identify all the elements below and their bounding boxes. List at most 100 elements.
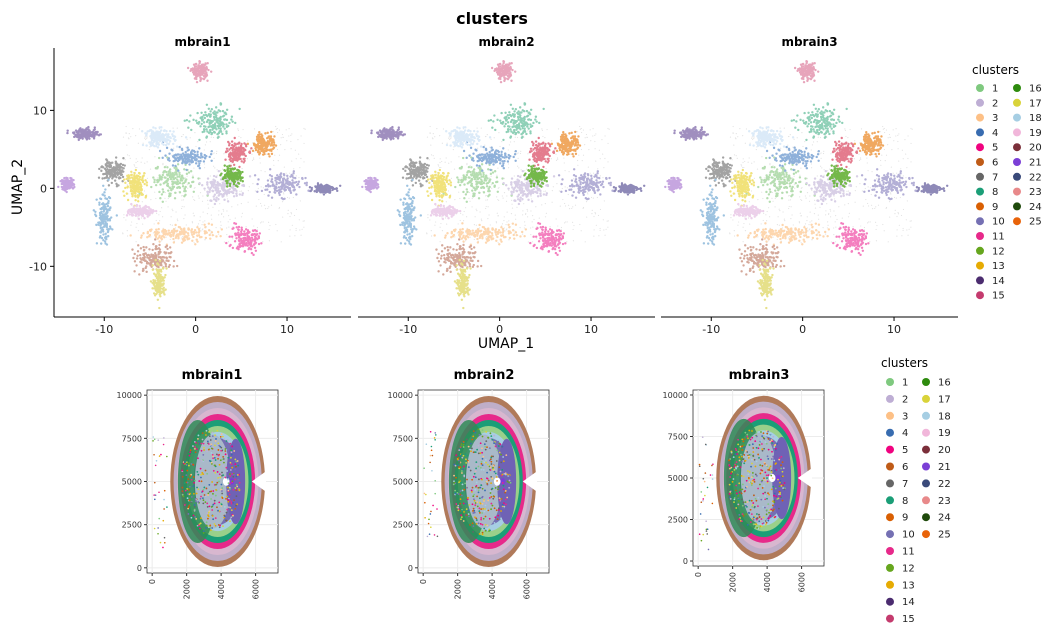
umap-point: [217, 109, 220, 112]
background-point: [582, 129, 585, 131]
umap-point: [280, 187, 283, 191]
umap-point: [222, 123, 226, 126]
umap-point: [160, 237, 164, 241]
umap-point: [89, 134, 93, 137]
umap-point: [159, 256, 162, 259]
background-point: [560, 228, 562, 231]
x-tick-label: 0: [192, 323, 199, 336]
umap-point: [446, 232, 449, 235]
umap-point: [233, 222, 236, 225]
umap-point: [210, 223, 214, 226]
umap-point: [143, 182, 146, 186]
umap-point: [220, 228, 224, 231]
background-point: [122, 232, 124, 234]
umap-point: [288, 183, 291, 186]
umap-point: [212, 174, 216, 178]
background-point: [542, 135, 544, 138]
background-point: [469, 200, 471, 202]
background-point: [143, 190, 146, 192]
background-point: [497, 167, 499, 169]
umap-point: [222, 125, 225, 128]
background-point: [269, 178, 271, 180]
umap-point: [266, 179, 270, 182]
umap-point: [516, 186, 519, 189]
umap-point: [202, 114, 206, 117]
umap-point: [479, 234, 482, 238]
umap-point: [179, 232, 183, 236]
umap-point: [215, 120, 218, 123]
umap-point: [100, 226, 104, 229]
umap-point: [162, 276, 165, 279]
umap-point: [255, 138, 259, 141]
background-point: [221, 168, 224, 170]
background-point: [489, 146, 491, 148]
background-point: [546, 128, 548, 131]
umap-point: [459, 228, 462, 231]
umap-point: [197, 164, 200, 167]
background-point: [262, 221, 264, 223]
umap-point: [155, 283, 158, 287]
umap-point: [241, 245, 245, 248]
umap-point: [193, 153, 196, 156]
umap-point: [225, 108, 229, 111]
umap-point: [242, 161, 245, 164]
umap-point: [461, 227, 464, 231]
umap-point: [241, 192, 245, 195]
background-point: [544, 202, 546, 205]
umap-point: [241, 240, 244, 243]
umap-point: [143, 172, 146, 175]
background-point: [562, 198, 564, 201]
umap-point: [157, 222, 160, 225]
background-point: [524, 221, 526, 223]
umap-point: [196, 74, 199, 77]
background-point: [503, 192, 506, 194]
umap-point: [192, 149, 196, 153]
background-point: [247, 190, 249, 192]
umap-point: [170, 250, 173, 254]
background-point: [607, 127, 609, 130]
umap-point: [190, 150, 193, 153]
umap-point: [539, 192, 542, 195]
umap-point: [266, 148, 269, 152]
umap-point: [267, 152, 270, 156]
background-point: [282, 192, 285, 194]
umap-point: [309, 189, 312, 193]
background-point: [456, 232, 459, 234]
umap-point: [298, 185, 301, 189]
umap-point: [516, 198, 520, 201]
umap-point: [195, 119, 198, 122]
background-point: [227, 241, 230, 243]
background-point: [275, 128, 277, 130]
background-point: [555, 159, 558, 161]
umap-point: [152, 176, 155, 179]
umap-point: [222, 194, 225, 198]
background-point: [447, 190, 450, 192]
umap-point: [166, 166, 169, 169]
umap-point: [147, 211, 150, 215]
background-point: [573, 178, 575, 180]
umap-point: [192, 180, 195, 184]
umap-point: [154, 209, 158, 213]
umap-point: [216, 183, 219, 187]
umap-point: [514, 223, 518, 226]
umap-point: [184, 161, 187, 165]
umap-point: [153, 255, 156, 258]
background-point: [473, 238, 475, 241]
background-point: [485, 207, 487, 210]
background-point: [568, 171, 570, 173]
umap-point: [286, 185, 289, 189]
background-point: [557, 158, 559, 160]
umap-point: [203, 187, 206, 190]
umap-point: [134, 198, 137, 202]
umap-point: [242, 237, 245, 240]
umap-point: [256, 150, 260, 154]
umap-point: [248, 175, 252, 178]
background-point: [594, 134, 596, 136]
background-point: [555, 153, 557, 155]
umap-point: [196, 111, 199, 115]
background-point: [532, 161, 534, 163]
umap-point: [145, 144, 148, 147]
umap-point: [105, 197, 109, 201]
umap-point: [217, 131, 221, 135]
umap-point: [98, 211, 102, 215]
